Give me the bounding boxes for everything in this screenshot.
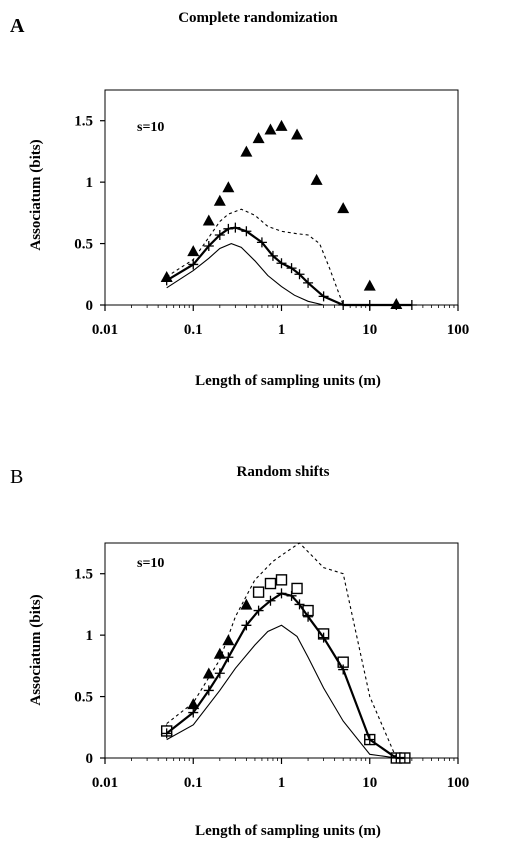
plus-marker — [161, 728, 172, 739]
series-line-dotted — [166, 208, 412, 306]
triangle-marker — [213, 194, 226, 206]
plus-marker — [303, 611, 314, 622]
plus-marker — [276, 588, 287, 599]
triangle-marker — [275, 119, 288, 131]
series-line-thin — [166, 624, 397, 759]
square-marker — [252, 586, 265, 598]
triangle-marker — [187, 245, 200, 257]
triangle-marker — [202, 667, 215, 679]
plus-marker — [286, 263, 297, 274]
plus-marker — [203, 685, 214, 696]
plus-marker — [294, 269, 305, 280]
y-tick-label: 0 — [86, 298, 94, 314]
x-tick-label: 0.01 — [92, 775, 118, 791]
triangle-marker — [213, 647, 226, 659]
plus-marker — [230, 222, 241, 233]
plus-marker — [294, 599, 305, 610]
x-axis-label: Length of sampling units (m) — [195, 823, 381, 839]
plus-marker — [303, 277, 314, 288]
plus-marker — [267, 250, 278, 261]
plus-marker — [214, 668, 225, 679]
triangle-marker — [291, 128, 304, 140]
x-tick-label: 0.1 — [184, 775, 203, 791]
x-tick-label: 10 — [362, 775, 377, 791]
plus-marker — [188, 259, 199, 270]
triangle-marker — [337, 202, 350, 214]
plus-marker — [214, 229, 225, 240]
panel-title: Random shifts — [237, 464, 330, 480]
panel-a: A Complete randomization Associatum (bit… — [10, 10, 469, 389]
panel-title: Complete randomization — [178, 10, 338, 26]
x-tick-label: 1 — [278, 322, 286, 338]
plus-marker — [203, 241, 214, 252]
square-marker — [275, 574, 288, 586]
plus-marker — [338, 664, 349, 675]
plus-marker — [188, 707, 199, 718]
triangle-marker — [310, 173, 323, 185]
triangle-marker — [222, 181, 235, 193]
plus-marker — [276, 258, 287, 269]
x-axis-label: Length of sampling units (m) — [195, 373, 381, 389]
triangle-marker — [240, 598, 253, 610]
y-axis-label: Associatum (bits) — [28, 139, 44, 250]
y-tick-label: 1 — [86, 175, 94, 191]
plus-marker — [161, 275, 172, 286]
plus-marker — [223, 652, 234, 663]
plus-marker — [318, 632, 329, 643]
plus-marker — [265, 595, 276, 606]
plus-marker — [241, 226, 252, 237]
y-tick-label: 1.5 — [74, 567, 93, 583]
plus-marker — [399, 753, 410, 763]
plus-marker — [223, 223, 234, 234]
x-tick-label: 0.01 — [92, 322, 118, 338]
y-tick-label: 0.5 — [74, 237, 93, 253]
series-line-thick — [166, 226, 412, 307]
y-tick-label: 0.5 — [74, 690, 93, 706]
triangle-marker — [363, 279, 376, 291]
plus-marker — [241, 620, 252, 631]
y-tick-label: 1.5 — [74, 114, 93, 130]
triangle-marker — [202, 214, 215, 226]
s-annotation: s=10 — [137, 556, 164, 571]
square-marker — [264, 577, 277, 590]
series-line-thin — [166, 243, 412, 306]
x-tick-label: 100 — [447, 322, 470, 338]
y-axis-label: Associatum (bits) — [28, 594, 44, 705]
triangle-marker — [240, 145, 253, 157]
plus-marker — [286, 590, 297, 601]
triangle-marker — [252, 132, 265, 144]
plus-marker — [253, 605, 264, 616]
y-tick-label: 1 — [86, 628, 94, 644]
plus-marker — [318, 291, 329, 302]
x-tick-label: 0.1 — [184, 322, 203, 338]
x-tick-label: 1 — [278, 775, 286, 791]
y-tick-label: 0 — [86, 751, 94, 767]
panel-letter: A — [10, 15, 25, 37]
square-marker — [291, 582, 303, 595]
x-tick-label: 100 — [447, 775, 470, 791]
plus-marker — [256, 237, 267, 248]
panel-b: B Random shifts Associatum (bits) Length… — [10, 464, 469, 839]
series-line-thick — [166, 592, 405, 760]
triangle-marker — [264, 123, 277, 135]
panel-letter: B — [10, 466, 23, 488]
s-annotation: s=10 — [137, 120, 164, 135]
x-tick-label: 10 — [362, 322, 377, 338]
triangle-marker — [222, 634, 235, 646]
plus-marker — [364, 734, 375, 745]
